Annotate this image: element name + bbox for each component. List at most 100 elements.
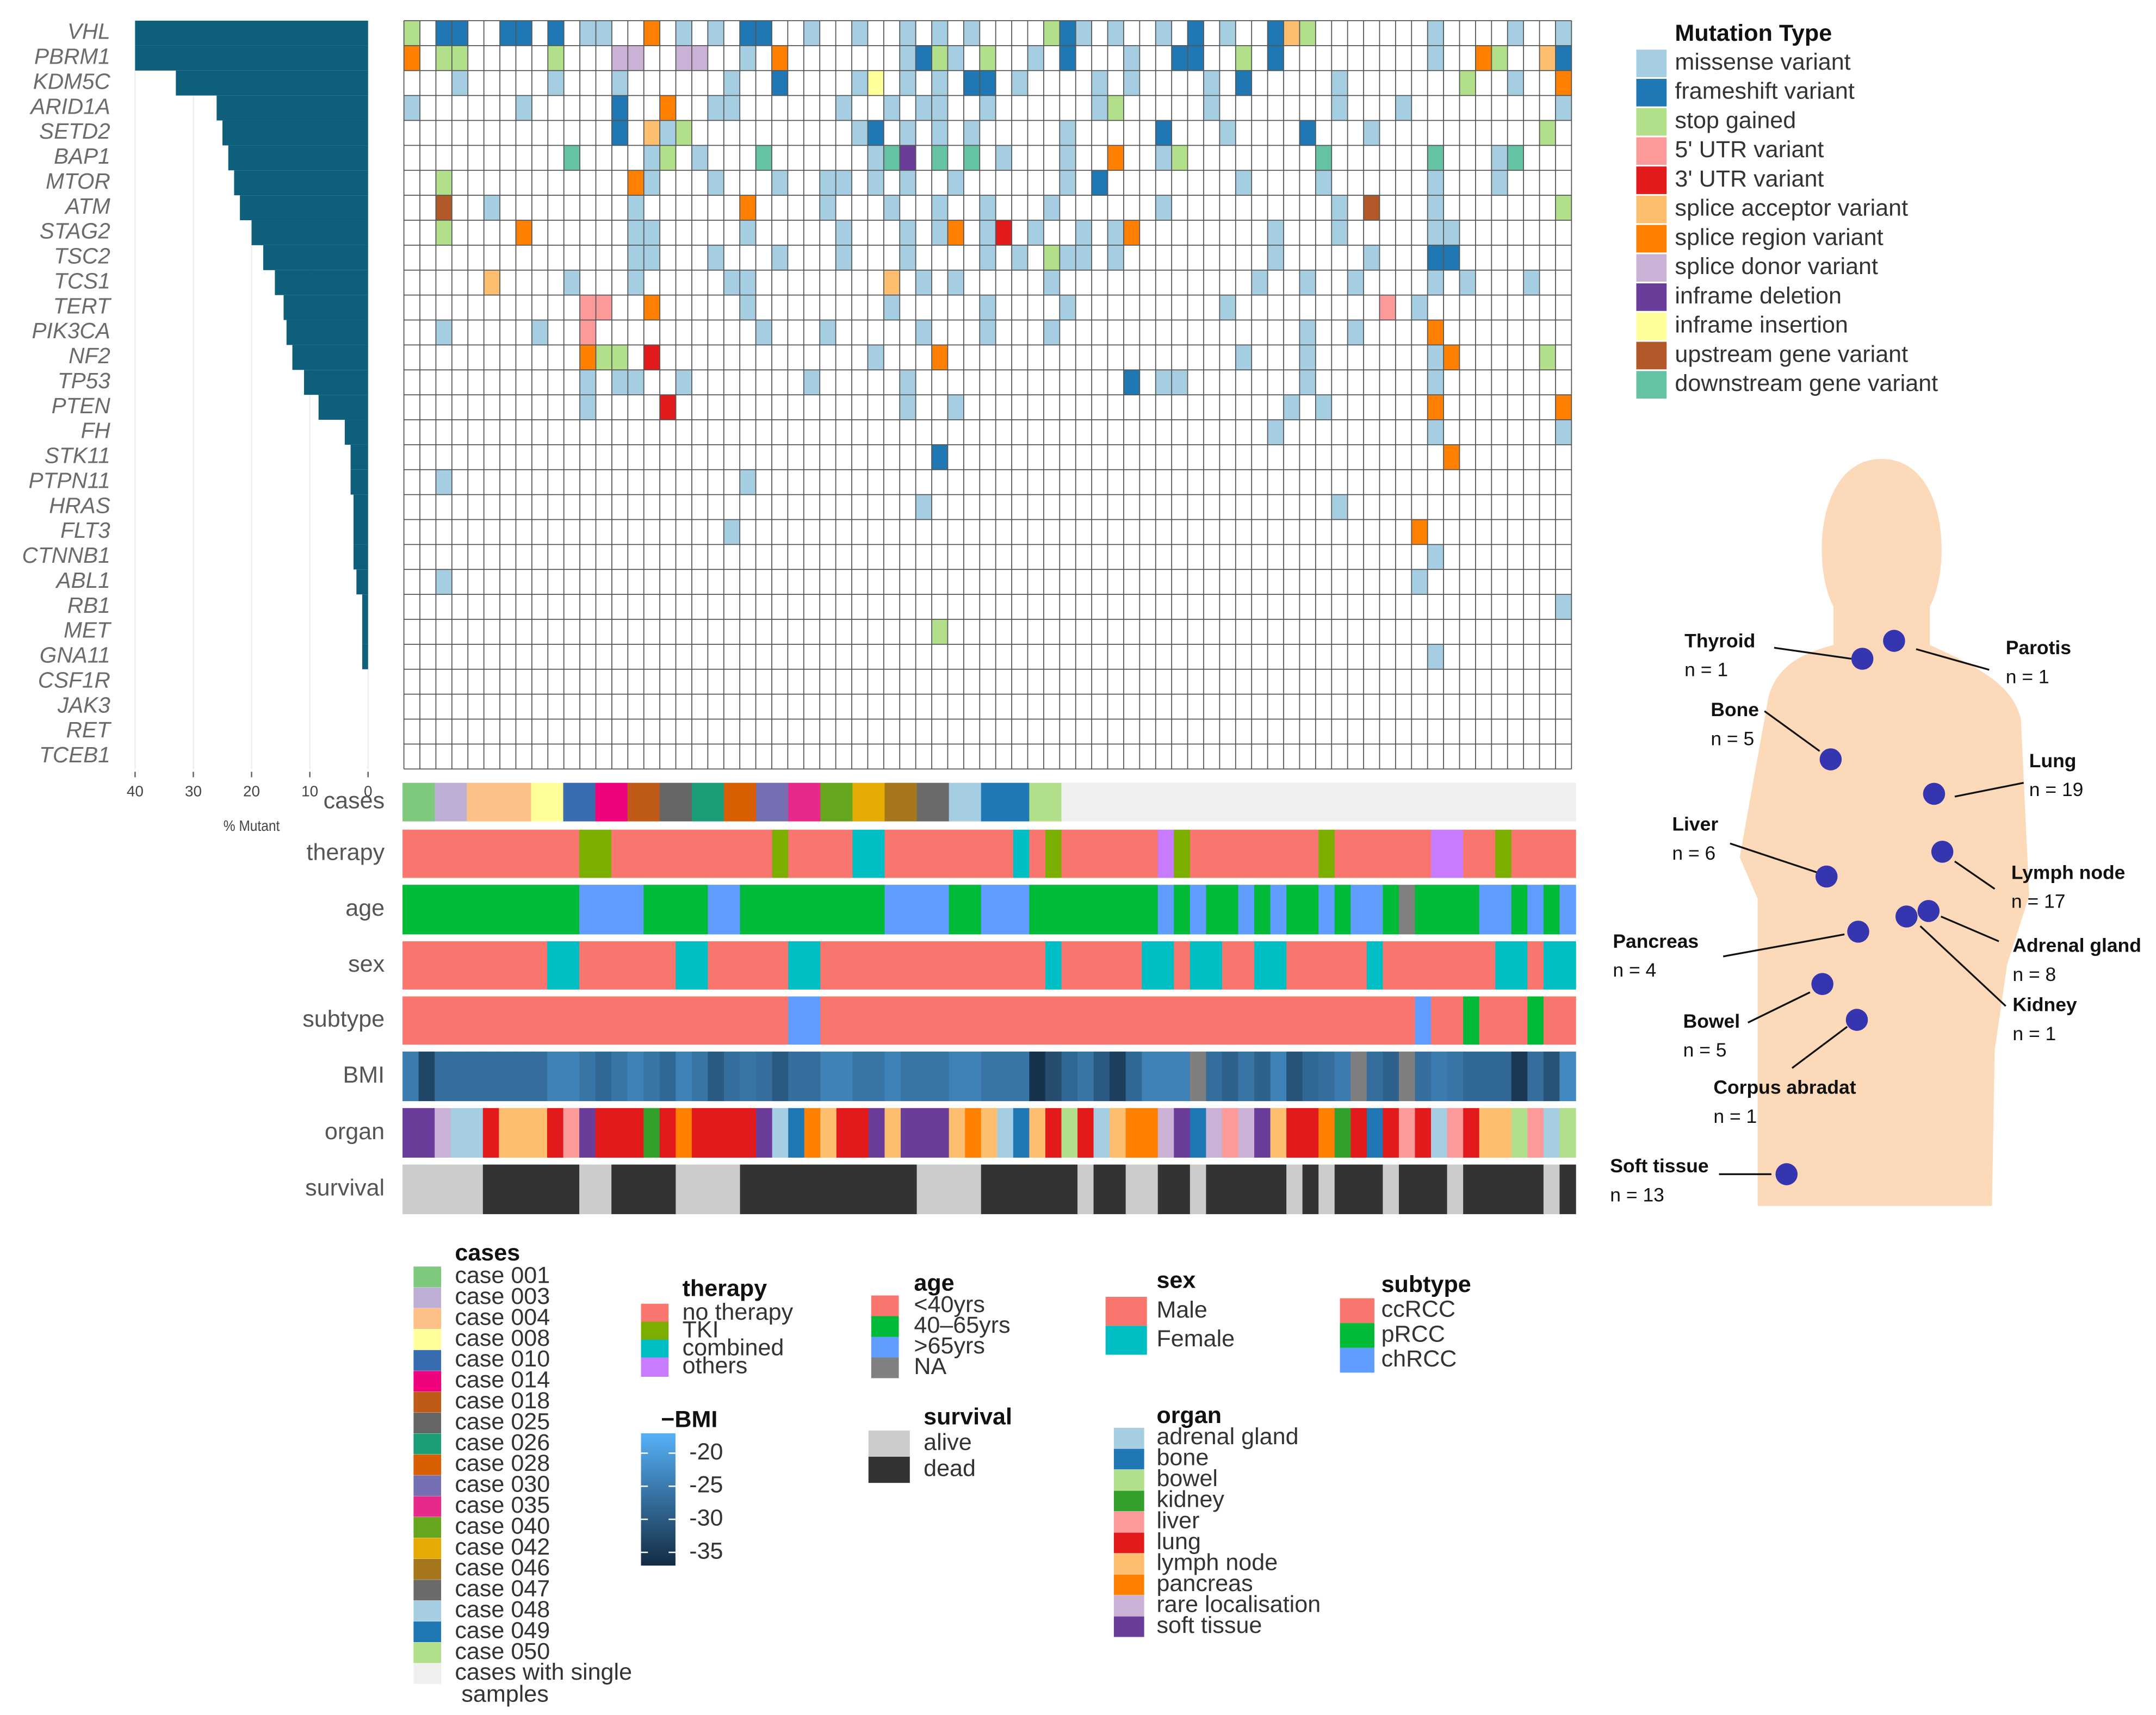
- gene-label: BAP1: [54, 144, 110, 169]
- mutation-cell: [1107, 95, 1124, 121]
- bmi-cell: [450, 1051, 468, 1102]
- mutation-cell: [628, 170, 644, 196]
- track-segment: [1254, 1108, 1271, 1158]
- legend-title: age: [914, 1270, 954, 1296]
- bar: [286, 320, 368, 345]
- mutation-cell: [995, 220, 1012, 245]
- track-segment: [1366, 941, 1384, 990]
- legend-swatch: [1636, 49, 1667, 77]
- track-segment: [1061, 782, 1576, 822]
- mutation-cell: [932, 220, 948, 245]
- legend-swatch: [413, 1433, 442, 1455]
- mutation-cell: [580, 395, 596, 420]
- mutation-cell: [755, 145, 772, 171]
- mutation-cell: [580, 295, 596, 320]
- mutation-cell: [980, 245, 996, 270]
- mutation-cell: [900, 45, 916, 71]
- legend-title: organ: [1156, 1402, 1222, 1428]
- mutation-cell: [1235, 70, 1252, 96]
- legend-swatch: [413, 1538, 442, 1559]
- mutation-cell: [723, 270, 740, 295]
- mutation-cell: [1427, 195, 1444, 221]
- track-segment: [531, 782, 564, 822]
- mutation-cell: [1123, 45, 1140, 71]
- mutation-cell: [1315, 395, 1332, 420]
- site-name: Soft tissue: [1610, 1155, 1708, 1177]
- mutation-cell: [1315, 145, 1332, 171]
- track-segment: [1157, 1108, 1175, 1158]
- mutation-cell: [1411, 519, 1428, 545]
- mutation-cell: [643, 120, 660, 146]
- mutation-cell: [771, 170, 788, 196]
- legend-label: lymph node: [1156, 1549, 1278, 1575]
- track-segment: [1511, 1108, 1528, 1158]
- track-segment: [1318, 885, 1335, 935]
- bmi-cell: [482, 1051, 500, 1102]
- bar: [283, 295, 368, 320]
- bmi-cell: [1398, 1051, 1416, 1102]
- bmi-cell: [1527, 1051, 1544, 1102]
- mutation-cell: [1364, 120, 1380, 146]
- track-segment: [788, 996, 821, 1045]
- mutation-cell: [1427, 245, 1444, 270]
- bmi-cell: [595, 1051, 612, 1102]
- legend-label: case 050: [455, 1638, 550, 1664]
- track-label: sex: [348, 951, 385, 977]
- bmi-cell: [611, 1051, 628, 1102]
- mutation-cell: [1555, 195, 1572, 221]
- bar: [350, 469, 368, 495]
- mutation-cell: [1123, 220, 1140, 245]
- mutation-cell: [900, 395, 916, 420]
- site-count: n = 13: [1610, 1184, 1664, 1206]
- track-segment: [1543, 885, 1560, 935]
- track-segment: [772, 1108, 789, 1158]
- legend-label: bowel: [1156, 1465, 1218, 1492]
- legend-swatch: [1105, 1326, 1147, 1355]
- mutation-cell: [1172, 145, 1188, 171]
- site-connector: [1940, 915, 1999, 942]
- mutation-cell: [852, 70, 868, 96]
- legend-tick-label: -30: [689, 1505, 723, 1531]
- mutation-cell: [1267, 420, 1284, 445]
- legend-label: splice acceptor variant: [1675, 195, 1908, 221]
- mutation-cell: [1267, 45, 1284, 71]
- legend-swatch: [1113, 1449, 1144, 1470]
- track-segment: [965, 1108, 982, 1158]
- track-segment: [981, 782, 1030, 822]
- bmi-cell: [547, 1051, 564, 1102]
- mutation-cell: [643, 220, 660, 245]
- mutation-cell: [708, 245, 724, 270]
- mutation-cell: [676, 370, 692, 395]
- site-count: n = 5: [1711, 728, 1754, 749]
- track-segment: [1383, 1108, 1399, 1158]
- mutation-cell: [628, 220, 644, 245]
- track-segment: [1174, 885, 1191, 935]
- mutation-cell: [580, 320, 596, 345]
- bmi-cell: [997, 1051, 1014, 1102]
- legend-label: inframe deletion: [1675, 283, 1842, 309]
- legend-label: 3' UTR variant: [1675, 166, 1824, 192]
- legend-swatch: [871, 1316, 899, 1337]
- track-segment: [1206, 885, 1239, 935]
- mutation-cell: [835, 220, 852, 245]
- bmi-cell: [1093, 1051, 1110, 1102]
- track-segment: [435, 1108, 451, 1158]
- mutation-cell: [676, 120, 692, 146]
- mutation-cell: [1107, 145, 1124, 171]
- mutation-cell: [1427, 320, 1444, 345]
- mutation-cell: [1331, 195, 1348, 221]
- mutation-cell: [1507, 145, 1524, 171]
- gene-label: CTNNB1: [22, 543, 110, 568]
- bmi-cell: [563, 1051, 580, 1102]
- legend-swatch: [1340, 1347, 1374, 1373]
- track-segment: [1206, 1108, 1223, 1158]
- bar: [228, 145, 368, 171]
- site-name: Parotis: [2006, 637, 2071, 658]
- site-count: n = 1: [1713, 1105, 1757, 1127]
- track-label: age: [345, 895, 385, 921]
- site-count: n = 5: [1683, 1039, 1727, 1061]
- track-segment: [756, 1108, 773, 1158]
- bmi-cell: [1286, 1051, 1303, 1102]
- legend-swatch: [1636, 312, 1667, 340]
